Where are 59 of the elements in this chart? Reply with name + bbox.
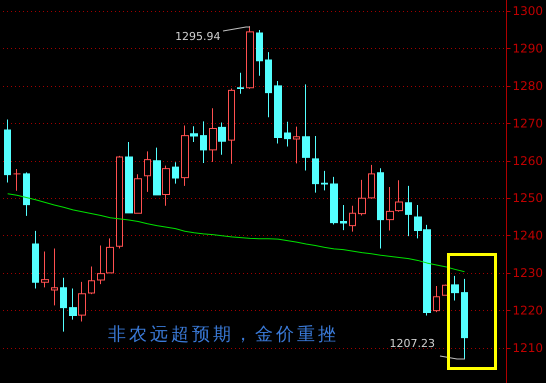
candlestick — [451, 275, 459, 302]
candlestick — [265, 52, 272, 118]
candlestick — [461, 278, 468, 360]
candlestick — [200, 120, 207, 164]
candlestick — [395, 180, 403, 212]
candlestick — [78, 281, 86, 322]
candlestick — [377, 168, 384, 249]
candlestick — [190, 126, 198, 143]
candlestick — [228, 88, 235, 164]
candlestick — [181, 125, 189, 186]
y-tick-label: 1260 — [512, 154, 544, 168]
candlestick — [321, 170, 328, 191]
candlestick — [358, 179, 366, 216]
candlestick — [88, 266, 95, 295]
candlestick — [405, 185, 412, 237]
y-tick-label: 1220 — [512, 304, 544, 318]
candlestick — [32, 230, 39, 290]
candlestick — [246, 26, 254, 90]
y-tick-label: 1280 — [512, 78, 544, 93]
candlestick — [293, 126, 300, 164]
candlestick — [302, 84, 310, 172]
line-series — [7, 193, 466, 272]
candlestick — [237, 72, 244, 94]
y-tick-label: 1300 — [512, 4, 544, 18]
y-tick-label: 1270 — [512, 116, 544, 130]
candlestick — [162, 165, 170, 206]
y-tick-label: 1230 — [512, 266, 544, 280]
y-tick-label: 1240 — [512, 228, 544, 243]
y-tick-label: 1290 — [512, 41, 544, 56]
candlestick — [312, 136, 319, 194]
candlestick — [134, 174, 142, 214]
candlestick — [386, 186, 394, 231]
candlestick — [13, 168, 21, 192]
candlestick — [340, 204, 347, 231]
candlestick — [433, 285, 440, 313]
candlestick — [218, 122, 226, 156]
candlestick — [69, 288, 77, 320]
candlestick — [23, 172, 30, 216]
candlestick — [60, 277, 67, 332]
candlestick — [284, 121, 291, 148]
candlestick — [330, 176, 338, 225]
candlestick — [51, 248, 58, 306]
candlestick — [116, 155, 123, 249]
y-tick-label: 1250 — [512, 191, 544, 206]
candlestick — [172, 162, 179, 184]
candlestick — [41, 250, 49, 288]
candlestick — [274, 80, 282, 144]
annotation: 非农远超预期，金价重挫 — [108, 323, 339, 346]
candlestick — [4, 119, 11, 184]
candlestick — [153, 147, 161, 196]
annotation: 1207.23 — [390, 336, 435, 350]
candlestick — [256, 29, 263, 76]
candlestick — [209, 108, 217, 162]
annotation: 1295.94 — [175, 30, 221, 44]
candlestick — [125, 142, 133, 214]
candlestick — [144, 150, 151, 192]
candlestick — [368, 164, 375, 200]
candlestick — [349, 205, 356, 232]
y-tick-label: 1210 — [512, 341, 544, 356]
